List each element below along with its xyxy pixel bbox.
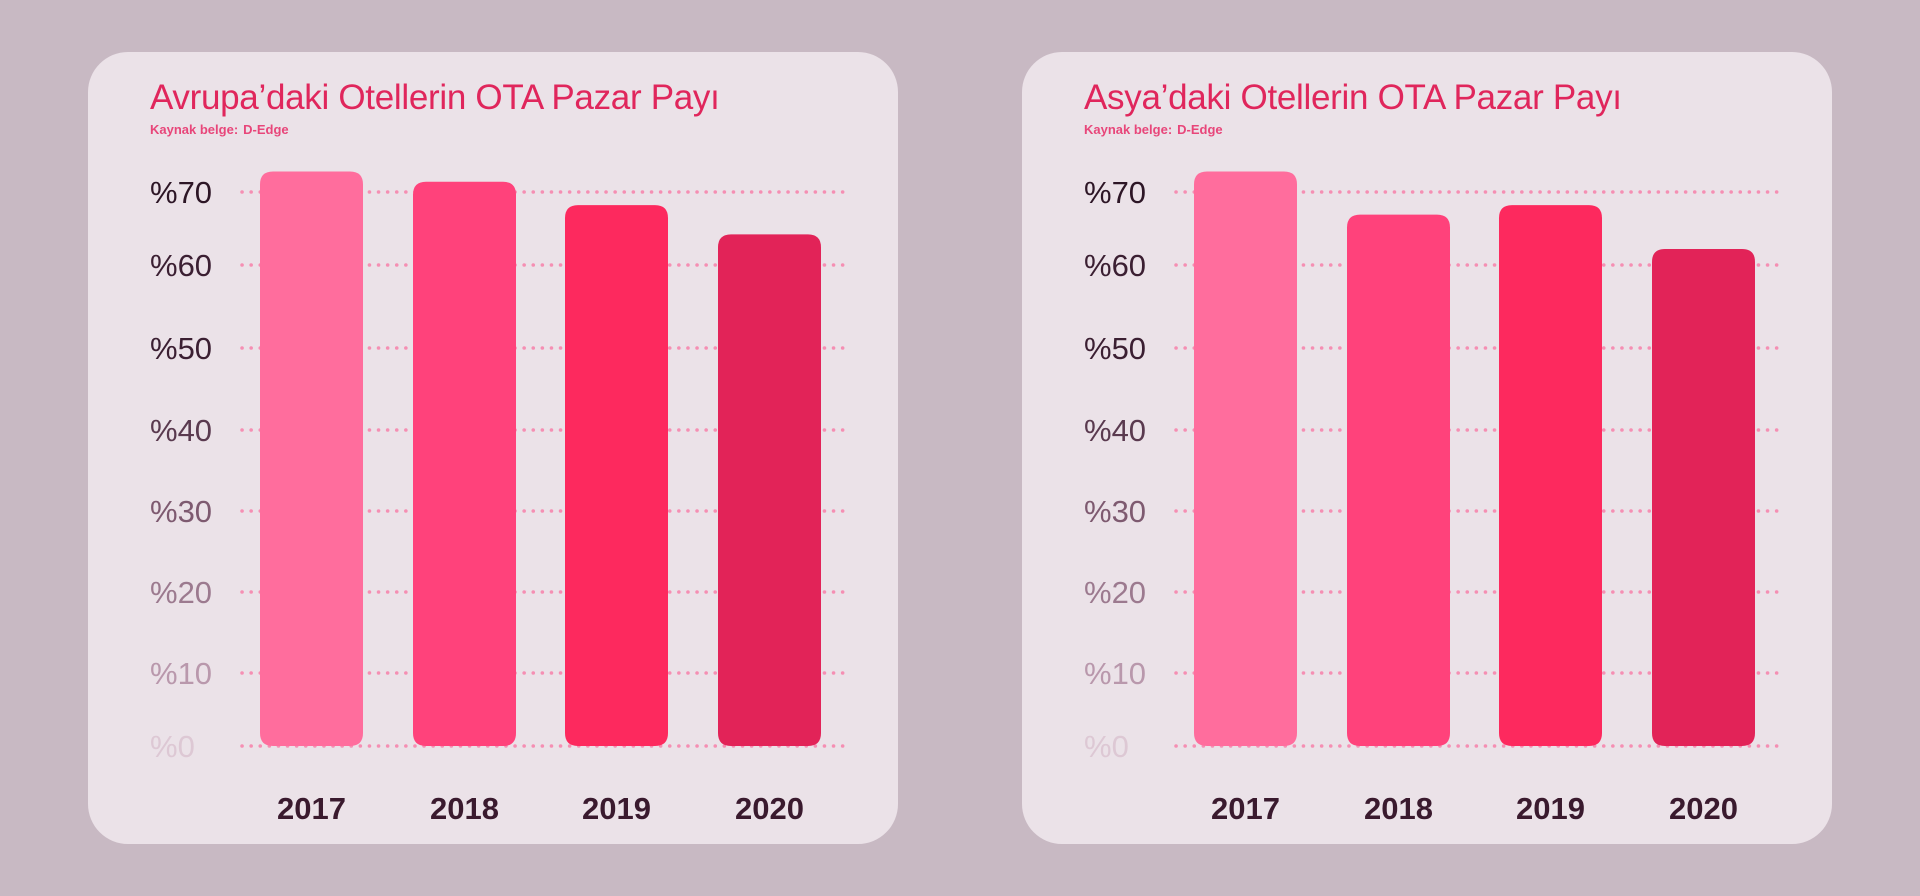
x-category-label: 2018 — [430, 791, 499, 826]
source-label: Kaynak belge: — [1084, 122, 1173, 137]
y-tick-label: %30 — [150, 494, 212, 529]
y-tick-label: %0 — [1084, 729, 1129, 764]
x-category-label: 2020 — [735, 791, 804, 826]
chart-title: Avrupa’daki Otellerin OTA Pazar Payı — [150, 78, 720, 117]
x-category-label: 2019 — [582, 791, 651, 826]
source-value: D-Edge — [1177, 122, 1223, 137]
bar-2017 — [1194, 171, 1297, 746]
chart-title: Asya’daki Otellerin OTA Pazar Payı — [1084, 78, 1622, 117]
y-tick-label: %40 — [1084, 413, 1146, 448]
chart-source: Kaynak belge: D-Edge — [150, 122, 289, 137]
bar-2019 — [1499, 205, 1602, 746]
bar-chart-europe: %0 %10 %20 %30 %40 %50 %60 %70 2017 2018 2019 2020 — [150, 171, 850, 826]
y-tick-label: %70 — [150, 175, 212, 210]
y-tick-label: %10 — [1084, 656, 1146, 691]
y-tick-label: %30 — [1084, 494, 1146, 529]
bar-2018 — [413, 181, 516, 746]
x-category-label: 2019 — [1516, 791, 1585, 826]
chart-source: Kaynak belge: D-Edge — [1084, 122, 1223, 137]
y-tick-label: %60 — [150, 248, 212, 283]
y-tick-label: %0 — [150, 729, 195, 764]
y-tick-label: %60 — [1084, 248, 1146, 283]
bar-chart-asia: %0 %10 %20 %30 %40 %50 %60 %70 2017 2018 2019 2020 — [1084, 171, 1784, 826]
x-category-label: 2017 — [1211, 791, 1280, 826]
chart-card-asia: Asya’daki Otellerin OTA Pazar Payı Kayna… — [1022, 52, 1832, 844]
x-category-label: 2017 — [277, 791, 346, 826]
y-tick-label: %50 — [150, 331, 212, 366]
bar-2020 — [718, 234, 821, 746]
y-tick-label: %40 — [150, 413, 212, 448]
y-tick-label: %20 — [150, 575, 212, 610]
x-category-label: 2018 — [1364, 791, 1433, 826]
y-tick-label: %20 — [1084, 575, 1146, 610]
bar-2017 — [260, 171, 363, 746]
source-label: Kaynak belge: — [150, 122, 239, 137]
bar-2018 — [1347, 214, 1450, 746]
y-tick-label: %10 — [150, 656, 212, 691]
y-tick-label: %70 — [1084, 175, 1146, 210]
y-tick-label: %50 — [1084, 331, 1146, 366]
bar-2020 — [1652, 248, 1755, 746]
bar-2019 — [565, 205, 668, 746]
x-category-label: 2020 — [1669, 791, 1738, 826]
source-value: D-Edge — [243, 122, 289, 137]
chart-card-europe: Avrupa’daki Otellerin OTA Pazar Payı Kay… — [88, 52, 898, 844]
